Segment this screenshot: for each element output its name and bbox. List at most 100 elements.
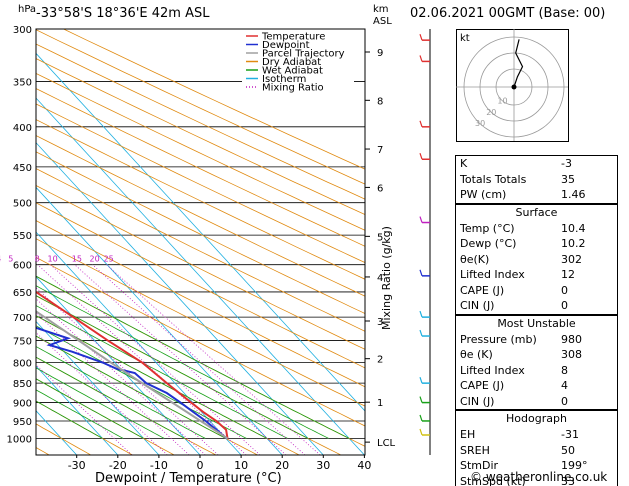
legend-entry: Wet Adiabat <box>262 66 323 77</box>
hodograph-trace <box>513 39 524 88</box>
index-table: K -3 Totals Totals 35 PW (cm) 1.46 Surface Te… <box>455 155 618 486</box>
wet-adiabat-line <box>36 285 329 439</box>
x-tick-label: -10 <box>150 459 168 472</box>
dry-adiabat-line <box>36 135 365 297</box>
surface-title: Surface <box>455 203 618 221</box>
hodograph-ring-label: 30 <box>475 119 485 128</box>
pressure-tick-label: 950 <box>13 417 32 428</box>
x-tick-label: 40 <box>357 459 371 472</box>
wind-barb-flag <box>419 269 423 277</box>
x-tick-label: 0 <box>197 459 204 472</box>
wind-barb-flag <box>419 216 423 223</box>
index-value: 0 <box>561 283 568 297</box>
mixing-ratio-line <box>92 264 306 455</box>
index-value: 0 <box>561 299 568 312</box>
wind-barb-flag <box>419 329 423 337</box>
datetime-header: 02.06.2021 00GMT (Base: 00) <box>410 6 606 21</box>
x-tick-label: 20 <box>275 459 289 472</box>
km-tick-label: 7 <box>377 145 383 156</box>
x-tick-label: -30 <box>68 459 86 472</box>
km-tick-label: 6 <box>377 183 383 194</box>
index-value: -31 <box>561 428 579 441</box>
hodograph-origin <box>511 84 517 90</box>
wind-barb-flag <box>419 376 423 384</box>
km-tick-label: 2 <box>377 355 383 366</box>
series-dewpoint <box>36 326 228 440</box>
index-value: 1.46 <box>561 188 586 201</box>
index-row: Lifted Index 12 <box>455 267 618 283</box>
dry-adiabat-line <box>36 88 365 247</box>
dry-adiabat-line <box>36 43 365 200</box>
index-label: SREH <box>460 443 490 457</box>
km-tick-label: 9 <box>377 48 383 59</box>
mixing-ratio-line <box>36 286 219 455</box>
index-value: 199° <box>561 459 588 472</box>
x-axis-label: Dewpoint / Temperature (°C) <box>95 471 282 486</box>
legend-entry: Dry Adiabat <box>262 57 321 68</box>
mixing-ratio-value-label: 5 <box>8 255 13 264</box>
index-label: Lifted Index <box>460 363 525 377</box>
pressure-tick-label: 350 <box>13 77 32 88</box>
index-block-hodograph: Hodograph EH -31 SREH 50 StmDir 199° StmSpd (k… <box>455 410 618 486</box>
wet-adiabat-line <box>36 367 165 439</box>
index-label: Totals Totals <box>460 172 527 186</box>
index-row: θe(K) 302 <box>455 251 618 267</box>
isotherm-line <box>36 231 242 455</box>
isotherm-line <box>36 52 365 412</box>
index-label: CAPE (J) <box>460 283 505 297</box>
index-row: PW (cm) 1.46 <box>455 187 618 203</box>
mixing-ratio-line <box>36 312 190 455</box>
mixing-ratio-value-label: 25 <box>104 255 114 264</box>
dry-adiabat-line <box>36 185 365 350</box>
pressure-tick-label: 300 <box>13 25 32 36</box>
wet-adiabat-line <box>36 275 350 439</box>
legend-entry: Temperature <box>261 32 325 43</box>
wind-barb-flag <box>419 120 423 128</box>
pressure-tick-label: 1000 <box>7 434 32 445</box>
index-row: θe (K) 308 <box>455 347 618 363</box>
wet-adiabat-line <box>36 305 288 439</box>
index-label: Lifted Index <box>460 268 525 281</box>
index-value: 308 <box>561 348 582 361</box>
index-row: SREH 50 <box>455 442 618 458</box>
legend-entry: Dewpoint <box>262 40 310 51</box>
mixing-ratio-line <box>36 332 168 455</box>
index-value: 10.2 <box>561 237 586 250</box>
pressure-tick-label: 500 <box>13 199 32 210</box>
pressure-tick-label: 800 <box>13 359 32 370</box>
index-block-most-unstable: Most Unstable Pressure (mb) 980 θe (K) 308 L… <box>455 314 618 410</box>
hodograph-ring-label: 20 <box>486 108 496 117</box>
dry-adiabat-line <box>36 220 365 388</box>
isotherm-line <box>36 276 201 455</box>
dry-adiabat-line <box>36 202 365 369</box>
km-unit-line1: km <box>373 4 389 15</box>
pressure-tick-label: 700 <box>13 313 32 324</box>
dry-adiabat-line <box>36 151 365 314</box>
index-block-top: K -3 Totals Totals 35 PW (cm) 1.46 <box>455 155 618 204</box>
dry-adiabat-line <box>36 73 365 231</box>
mixing-ratio-axis-label: Mixing Ratio (g/kg) <box>380 226 393 330</box>
pressure-tick-label: 650 <box>13 288 32 299</box>
index-label: StmDir <box>460 459 499 472</box>
km-tick-label: 3 <box>377 317 383 328</box>
hodograph-title: Hodograph <box>455 410 618 427</box>
index-row: StmSpd (kt) 33 <box>455 473 618 486</box>
dry-adiabat-line <box>36 256 365 427</box>
index-row: EH -31 <box>455 427 618 443</box>
height-unit-label: km ASL <box>373 4 392 28</box>
km-tick-label: 8 <box>377 96 383 107</box>
km-tick-label: 5 <box>377 232 383 243</box>
wind-barb-flag <box>419 396 423 403</box>
index-row: StmDir 199° <box>455 458 618 474</box>
index-row: CIN (J) 0 <box>455 298 618 314</box>
dry-adiabat-line <box>63 29 365 170</box>
isotherm-line <box>36 186 283 455</box>
legend-entry: Mixing Ratio <box>262 83 324 94</box>
pressure-unit-label: hPa <box>18 4 37 15</box>
pressure-tick-label: 450 <box>13 163 32 174</box>
wind-barb-flag <box>419 428 423 436</box>
pressure-tick-label: 750 <box>13 337 32 348</box>
index-value: 33 <box>561 474 575 486</box>
